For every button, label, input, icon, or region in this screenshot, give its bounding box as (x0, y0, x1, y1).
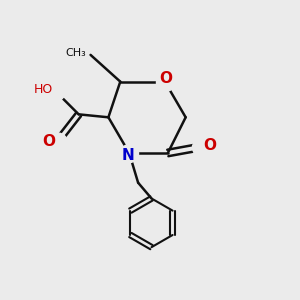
Text: CH₃: CH₃ (65, 48, 86, 59)
Text: O: O (42, 134, 55, 148)
Text: O: O (203, 138, 216, 153)
Text: HO: HO (34, 83, 53, 96)
Text: N: N (122, 148, 134, 164)
Text: O: O (160, 70, 172, 86)
